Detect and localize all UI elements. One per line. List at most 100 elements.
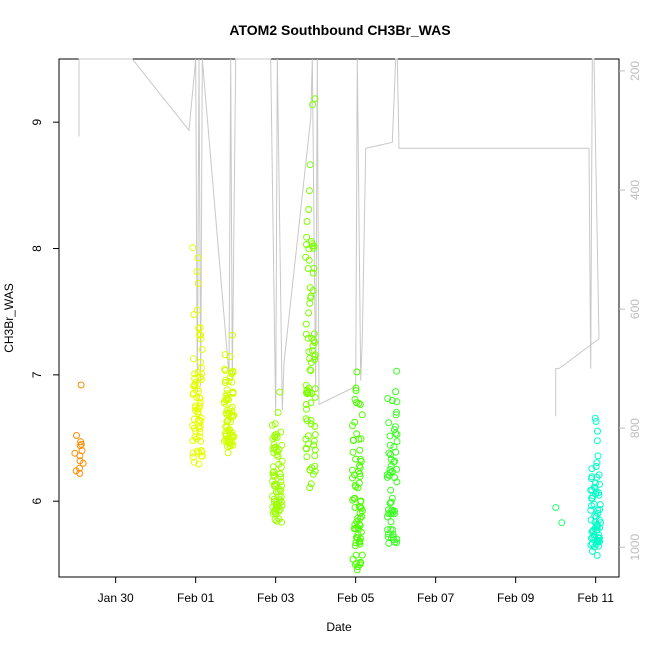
data-point [221, 351, 229, 359]
data-point [307, 359, 315, 367]
data-point [222, 376, 230, 384]
data-point [348, 466, 356, 474]
data-point [393, 465, 401, 473]
data-point [387, 455, 395, 463]
data-point [355, 525, 363, 533]
data-point [302, 444, 310, 452]
data-point [77, 438, 85, 446]
data-point [189, 449, 197, 457]
data-point [387, 486, 395, 494]
data-point [389, 526, 397, 534]
data-point [193, 435, 201, 443]
data-point [306, 466, 314, 474]
data-point [351, 418, 359, 426]
data-point [595, 471, 603, 479]
data-point [392, 429, 400, 437]
data-point [392, 388, 400, 396]
data-point [349, 422, 356, 430]
data-point [356, 462, 363, 470]
data-point [190, 355, 197, 363]
data-point [311, 462, 319, 470]
y-tick-label: 9 [30, 119, 44, 126]
data-point [385, 539, 393, 547]
data-point [228, 403, 236, 411]
data-point [305, 245, 313, 253]
data-point [271, 420, 279, 428]
data-point [593, 551, 601, 559]
data-point [194, 279, 202, 287]
altitude-axis: 200 400 600 800 1000 [619, 61, 642, 561]
x-tick-label: Feb 01 [177, 591, 215, 605]
data-point [593, 459, 601, 467]
data-point [352, 539, 360, 547]
data-point [552, 504, 560, 511]
data-point [278, 482, 285, 490]
data-point [311, 393, 319, 401]
data-point [591, 512, 599, 520]
y-tick-label: 6 [30, 498, 44, 505]
data-point [355, 538, 363, 546]
data-point [197, 335, 205, 343]
x-tick-label: Feb 05 [337, 591, 375, 605]
data-point [224, 394, 231, 402]
data-point [305, 206, 313, 213]
point-cluster [348, 368, 366, 574]
data-point [190, 311, 198, 318]
data-point [277, 428, 285, 436]
data-point [270, 495, 278, 503]
data-point [311, 385, 319, 393]
data-point [189, 244, 197, 252]
data-point [349, 448, 357, 456]
data-point [307, 416, 315, 424]
data-point [393, 398, 401, 406]
data-point [353, 566, 361, 574]
data-point [195, 422, 203, 430]
data-point [303, 453, 311, 461]
data-point [356, 401, 364, 408]
data-point [386, 499, 394, 507]
data-point [198, 452, 206, 460]
data-point [228, 431, 236, 439]
point-cluster [383, 367, 401, 547]
data-point [385, 419, 393, 427]
data-point [193, 385, 201, 393]
data-point [385, 449, 393, 457]
data-point [393, 539, 401, 547]
data-point [357, 457, 365, 465]
data-point [594, 534, 602, 542]
point-cluster [189, 244, 206, 468]
data-point [274, 452, 282, 460]
data-point [273, 517, 281, 525]
data-point [356, 446, 364, 454]
data-point [229, 388, 237, 396]
data-point [385, 510, 393, 517]
data-point [306, 388, 314, 396]
data-point [302, 401, 310, 408]
data-point [274, 409, 282, 416]
data-point [223, 418, 231, 425]
data-point [307, 420, 315, 428]
data-point [306, 299, 314, 307]
data-point [197, 364, 205, 372]
data-point [392, 423, 399, 431]
data-point [224, 409, 232, 417]
data-point [306, 161, 314, 169]
data-point [191, 370, 199, 378]
point-cluster [268, 388, 286, 526]
x-axis-label: Date [326, 620, 352, 634]
data-point [387, 498, 395, 506]
altitude-track [78, 58, 600, 417]
data-point [271, 443, 279, 451]
data-point [393, 438, 401, 445]
data-point [309, 101, 317, 109]
data-point [194, 410, 202, 418]
data-point [349, 436, 357, 444]
data-point [223, 386, 231, 394]
altitude-tick-label: 800 [628, 418, 642, 438]
data-point [588, 473, 596, 481]
data-point [311, 95, 319, 103]
data-point [308, 347, 316, 355]
point-cluster [220, 331, 238, 457]
data-point [351, 521, 359, 529]
data-point [353, 559, 361, 567]
